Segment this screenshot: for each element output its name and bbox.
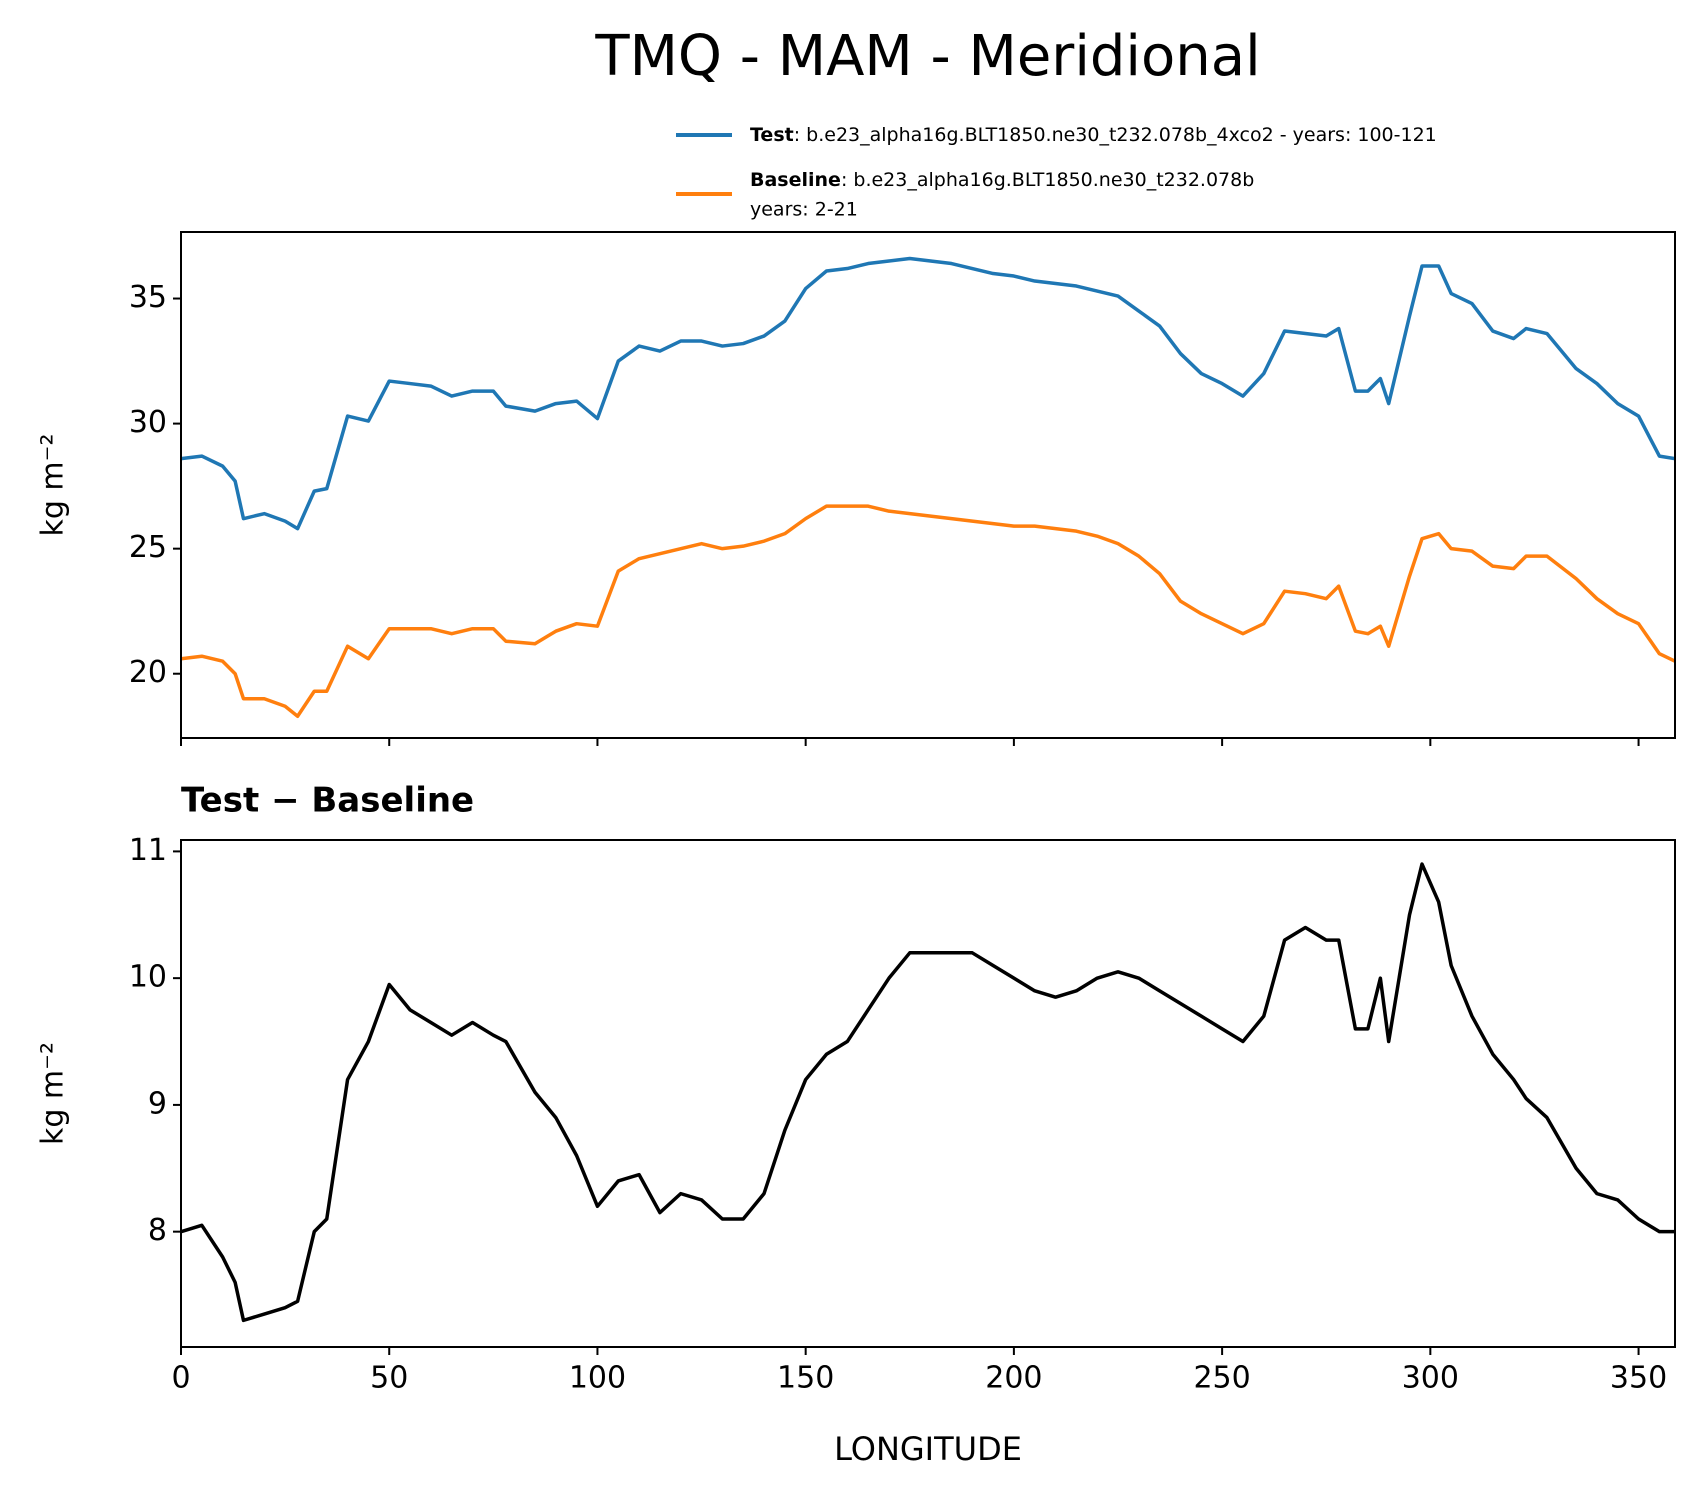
- y-tick-label: 9: [148, 1086, 167, 1121]
- x-axis-label: LONGITUDE: [834, 1430, 1022, 1468]
- legend-entry: Test: b.e23_alpha16g.BLT1850.ne30_t232.0…: [750, 124, 1437, 146]
- y-tick-label: 8: [148, 1213, 167, 1248]
- x-tick-label: 350: [1610, 1361, 1667, 1396]
- data-line: [181, 256, 1675, 531]
- legend-desc: : b.e23_alpha16g.BLT1850.ne30_t232.078b: [841, 169, 1254, 191]
- y-tick-label: 35: [129, 280, 167, 315]
- axes-frame: [180, 839, 1676, 1348]
- y-tick-label: 25: [129, 530, 167, 565]
- y-tick-label: 10: [129, 960, 167, 995]
- x-tick-label: 50: [370, 1361, 408, 1396]
- y-axis-label: kg m⁻²: [36, 1042, 71, 1145]
- legend-name: Baseline: [750, 169, 841, 191]
- legend-name: Test: [750, 124, 794, 146]
- x-tick-label: 300: [1402, 1361, 1459, 1396]
- y-tick-label: 20: [129, 655, 167, 690]
- data-line: [181, 862, 1675, 1323]
- legend-desc: years: 2-21: [750, 199, 858, 221]
- axes-title: Test − Baseline: [181, 781, 474, 821]
- legend-desc: : b.e23_alpha16g.BLT1850.ne30_t232.078b_…: [794, 124, 1437, 146]
- x-tick-label: 0: [171, 1361, 190, 1396]
- x-tick-label: 250: [1193, 1361, 1250, 1396]
- x-tick-label: 100: [569, 1361, 626, 1396]
- x-tick-label: 150: [777, 1361, 834, 1396]
- data-line: [181, 504, 1675, 718]
- legend-entry: Baseline: b.e23_alpha16g.BLT1850.ne30_t2…: [750, 169, 1254, 191]
- y-tick-label: 11: [129, 833, 167, 868]
- y-axis-label: kg m⁻²: [36, 433, 71, 536]
- figure-title: TMQ - MAM - Meridional: [594, 24, 1260, 89]
- x-tick-label: 200: [985, 1361, 1042, 1396]
- y-tick-label: 30: [129, 405, 167, 440]
- axes-frame: [180, 231, 1676, 739]
